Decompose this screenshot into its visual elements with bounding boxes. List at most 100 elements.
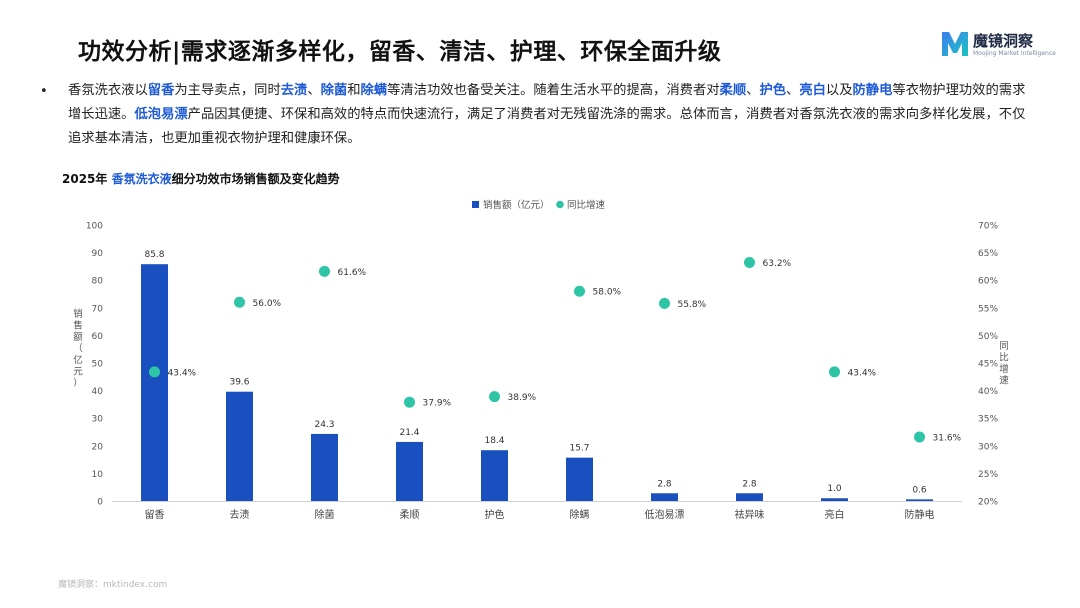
paragraph-text: 、 bbox=[746, 83, 760, 98]
bar bbox=[226, 391, 253, 501]
growth-point bbox=[914, 431, 925, 443]
bar-value-label: 0.6 bbox=[912, 485, 927, 495]
bar bbox=[821, 498, 848, 501]
highlight-keyword: 护色 bbox=[759, 83, 787, 98]
y-tick-label: 70 bbox=[92, 304, 104, 314]
y2-tick-label: 50% bbox=[978, 332, 998, 342]
paragraph-text: 等清洁功效也备受关注。随着生活水平的提高，消费者对 bbox=[387, 83, 720, 98]
y-tick-label: 40 bbox=[92, 387, 104, 397]
bar bbox=[566, 457, 593, 501]
legend-dot-label: 同比增速 bbox=[567, 199, 606, 211]
y2-axis-label-char: 比 bbox=[999, 352, 1009, 364]
y-axis-label-group: 销售额（亿元） bbox=[73, 308, 83, 389]
y2-tick-label: 45% bbox=[978, 360, 998, 370]
x-tick-label: 护色 bbox=[485, 508, 505, 521]
x-tick-label: 祛异味 bbox=[735, 508, 765, 521]
x-tick-label: 防静电 bbox=[905, 508, 935, 521]
logo-subtext: Moojing Market Intelligence bbox=[973, 50, 1056, 57]
paragraph-text: 和 bbox=[347, 83, 361, 98]
y-tick-label: 30 bbox=[92, 415, 104, 425]
highlight-keyword: 低泡易漂 bbox=[134, 107, 188, 122]
y2-axis-label-char: 速 bbox=[999, 376, 1009, 387]
growth-point bbox=[234, 296, 245, 308]
bar-value-label: 15.7 bbox=[569, 444, 589, 454]
highlight-keyword: 亮白 bbox=[799, 83, 826, 98]
growth-value-label: 43.4% bbox=[848, 368, 877, 378]
y-axis-label-char: 元 bbox=[73, 367, 83, 378]
y2-tick-label: 35% bbox=[978, 415, 998, 425]
growth-value-label: 38.9% bbox=[508, 393, 537, 403]
growth-point bbox=[829, 366, 840, 378]
y-axis-label-char: 销 bbox=[73, 308, 83, 320]
y-tick-label: 100 bbox=[86, 222, 103, 232]
bar bbox=[736, 493, 763, 501]
bar-value-label: 21.4 bbox=[399, 428, 419, 438]
y2-axis-label-group: 同比增速 bbox=[999, 341, 1009, 387]
y-tick-label: 50 bbox=[92, 360, 104, 370]
chart-title-prefix: 2025年 bbox=[62, 172, 112, 186]
y-axis-label-char: ） bbox=[73, 377, 83, 389]
highlight-keyword: 去渍 bbox=[280, 83, 308, 98]
growth-value-label: 55.8% bbox=[678, 300, 707, 310]
y2-tick-label: 30% bbox=[978, 442, 998, 452]
bar-value-label: 2.8 bbox=[657, 479, 672, 489]
legend-bar-swatch bbox=[472, 201, 479, 208]
brand-logo: 魔镜洞察 Moojing Market Intelligence bbox=[940, 28, 1056, 64]
y-axis-label-char: 额 bbox=[73, 331, 83, 343]
bar-value-label: 39.6 bbox=[229, 378, 249, 388]
growth-point bbox=[659, 297, 670, 309]
logo-text: 魔镜洞察 bbox=[973, 32, 1034, 50]
highlight-keyword: 除菌 bbox=[320, 83, 348, 98]
growth-point bbox=[404, 396, 415, 408]
growth-point bbox=[149, 366, 160, 378]
chart-legend: 销售额（亿元） 同比增速 bbox=[472, 199, 606, 211]
x-tick-label: 低泡易漂 bbox=[645, 508, 685, 521]
x-tick-label: 柔顺 bbox=[400, 509, 420, 521]
bar-value-label: 85.8 bbox=[144, 250, 164, 260]
legend-bar-label: 销售额（亿元） bbox=[483, 199, 550, 211]
y-axis-label-char: 亿 bbox=[73, 354, 83, 366]
paragraph-text: 为主导卖点，同时 bbox=[174, 83, 281, 98]
paragraph-text: 、 bbox=[786, 83, 800, 98]
y2-tick-label: 65% bbox=[978, 249, 998, 259]
y2-axis-label-char: 增 bbox=[999, 363, 1009, 375]
y-tick-label: 0 bbox=[97, 498, 103, 508]
y-axis: 0 10 20 30 40 50 60 70 80 90 100 销售额（亿元） bbox=[73, 222, 103, 508]
y-tick-label: 20 bbox=[92, 442, 104, 452]
x-axis: 留香 去渍 除菌 柔顺 护色 除螨 低泡易漂 祛异味 亮白 防静电 bbox=[112, 501, 962, 521]
y2-tick-label: 20% bbox=[978, 498, 998, 508]
y2-tick-label: 55% bbox=[978, 304, 998, 314]
growth-value-label: 43.4% bbox=[168, 368, 197, 378]
page-title: 功效分析|需求逐渐多样化，留香、清洁、护理、环保全面升级 bbox=[78, 39, 722, 65]
legend-dot-swatch bbox=[556, 200, 564, 209]
growth-value-label: 37.9% bbox=[423, 399, 452, 409]
y2-tick-label: 25% bbox=[978, 470, 998, 480]
y2-tick-label: 70% bbox=[978, 222, 998, 232]
bullet-icon: • bbox=[40, 84, 48, 99]
paragraph-text: 产品因其便捷、环保和高效的特点而快速流行，满足了消费者对无残留洗涤的需求。总体而… bbox=[68, 107, 1026, 146]
highlight-keyword: 防静电 bbox=[852, 83, 893, 98]
y-tick-label: 10 bbox=[92, 470, 104, 480]
bar bbox=[311, 433, 338, 501]
bar bbox=[396, 441, 423, 501]
x-tick-label: 除菌 bbox=[315, 508, 335, 521]
y-tick-label: 60 bbox=[92, 332, 104, 342]
footer-source: 魔镜洞察：mktindex.com bbox=[58, 580, 168, 590]
x-tick-label: 除螨 bbox=[570, 508, 590, 521]
chart-title: 2025年 香氛洗衣液细分功效市场销售额及变化趋势 bbox=[62, 170, 340, 187]
summary-paragraph: 香氛洗衣液以留香为主导卖点，同时去渍、除菌和除螨等清洁功效也备受关注。随着生活水… bbox=[68, 79, 1038, 151]
bar-value-label: 18.4 bbox=[484, 436, 504, 446]
y-axis-label-char: （ bbox=[73, 343, 83, 355]
growth-value-label: 56.0% bbox=[253, 299, 282, 309]
growth-value-label: 61.6% bbox=[338, 268, 367, 278]
growth-series: 43.4% 56.0% 61.6% 37.9% 38.9% 58.0% 55.8% 63.2%… bbox=[149, 257, 962, 443]
highlight-keyword: 除螨 bbox=[360, 83, 388, 98]
highlight-keyword: 柔顺 bbox=[719, 83, 747, 98]
bar-series: 85.8 39.6 24.3 21.4 18.4 15.7 2.8 2.8 1.0 0.6 bbox=[141, 250, 933, 501]
logo-m-icon bbox=[942, 32, 968, 56]
highlight-keyword: 留香 bbox=[147, 83, 175, 98]
bar bbox=[651, 493, 678, 501]
x-tick-label: 亮白 bbox=[825, 508, 845, 521]
bar-value-label: 2.8 bbox=[742, 479, 757, 489]
growth-value-label: 31.6% bbox=[933, 433, 962, 443]
